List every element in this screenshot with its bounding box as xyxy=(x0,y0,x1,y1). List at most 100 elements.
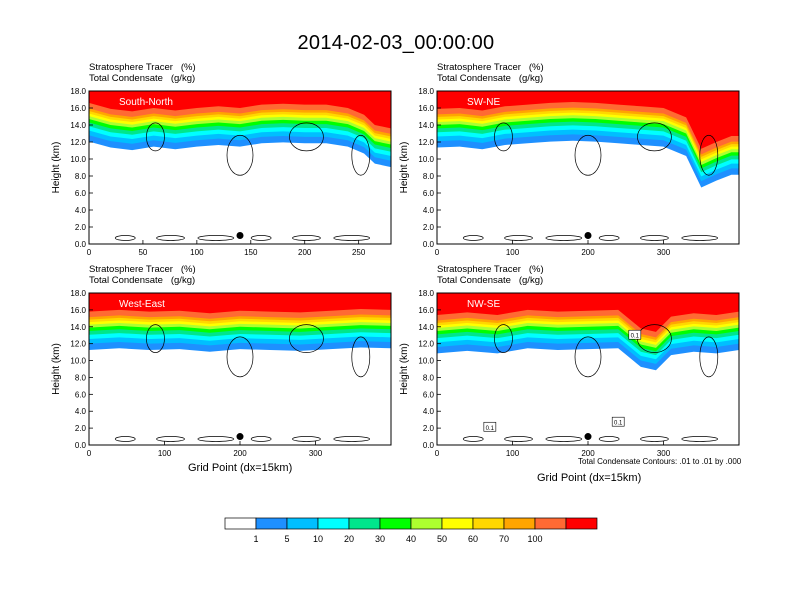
y-tick-label: 12.0 xyxy=(418,340,434,349)
location-marker xyxy=(584,433,592,441)
y-tick-label: 10.0 xyxy=(70,357,86,366)
y-tick-label: 2.0 xyxy=(75,424,87,433)
y-tick-label: 2.0 xyxy=(75,223,87,232)
condensate-contour-low xyxy=(598,235,620,241)
panel-4-header: Stratosphere Tracer (%) Total Condensate… xyxy=(437,264,544,286)
condensate-contour-low xyxy=(156,235,185,241)
location-marker xyxy=(236,232,244,239)
condensate-contour-low xyxy=(156,436,185,442)
colorbar-cell xyxy=(503,517,536,530)
x-tick-label: 100 xyxy=(506,248,520,257)
panel-1-header-line1: Stratosphere Tracer (%) xyxy=(89,62,196,73)
condensate-contour xyxy=(351,134,371,176)
x-tick-label: 200 xyxy=(581,449,595,458)
condensate-contour xyxy=(699,336,719,378)
y-tick-label: 8.0 xyxy=(75,172,87,181)
condensate-contour-low xyxy=(504,235,533,241)
panel-1-header-line2: Total Condensate (g/kg) xyxy=(89,73,196,84)
x-tick-label: 50 xyxy=(138,248,147,257)
condensate-contour-low xyxy=(598,436,620,442)
condensate-contour xyxy=(226,336,254,378)
colorbar-label: 100 xyxy=(527,534,542,544)
location-marker xyxy=(584,232,592,239)
condensate-contour-low xyxy=(333,235,371,241)
colorbar-cell xyxy=(472,517,505,530)
location-marker xyxy=(236,433,244,441)
colorbar-label: 20 xyxy=(344,534,354,544)
condensate-contour-low xyxy=(333,436,371,442)
condensate-contour xyxy=(351,336,371,378)
condensate-contour-low xyxy=(250,436,272,442)
condensate-contour-low xyxy=(681,235,719,241)
panel-4: 0 100 200 300 0.0 2.0 4.0 6.0 8.0 10.0 12.0 14.0 16.… xyxy=(399,289,740,458)
condensate-contour xyxy=(637,122,672,152)
colorbar-cell xyxy=(565,517,598,530)
panel-3-header-line2: Total Condensate (g/kg) xyxy=(89,275,196,286)
x-tick-label: 300 xyxy=(309,449,323,458)
y-tick-label: 8.0 xyxy=(423,373,435,382)
y-tick-label: 0.0 xyxy=(423,240,435,249)
colorbar-cell xyxy=(348,517,381,530)
panel-2-header-line2: Total Condensate (g/kg) xyxy=(437,73,544,84)
panel-label: NW-SE xyxy=(467,299,500,310)
y-tick-label: 12.0 xyxy=(70,138,86,147)
contour-label-box xyxy=(611,416,625,427)
condensate-contour xyxy=(289,324,324,353)
condensate-contour xyxy=(146,324,165,353)
y-tick-label: 10.0 xyxy=(418,357,434,366)
x-tick-label: 0 xyxy=(87,248,92,257)
panel-1: 0 50 100 150 200 250 0.0 2.0 4.0 6.0 8.0 10.0 12.0 14… xyxy=(51,87,392,257)
condensate-contour-low xyxy=(197,436,235,442)
y-tick-label: 16.0 xyxy=(70,104,86,113)
panel-4-header-line2: Total Condensate (g/kg) xyxy=(437,275,544,286)
x-tick-label: 100 xyxy=(158,449,172,458)
colorbar-cell xyxy=(286,517,319,530)
x-tick-label: 0 xyxy=(435,449,440,458)
condensate-contour-low xyxy=(114,235,136,241)
y-tick-label: 0.0 xyxy=(75,441,87,450)
y-tick-label: 6.0 xyxy=(423,390,435,399)
y-tick-label: 14.0 xyxy=(418,121,434,130)
x-axis-label-west-east: Grid Point (dx=15km) xyxy=(188,462,293,474)
page-title: 2014-02-03_00:00:00 xyxy=(297,32,495,54)
condensate-contour-low xyxy=(462,235,484,241)
panel-1-frame xyxy=(88,90,392,245)
condensate-contour-low xyxy=(250,235,272,241)
y-tick-label: 18.0 xyxy=(70,289,86,298)
contour-label: 0.1 xyxy=(486,426,495,432)
condensate-contour-low xyxy=(545,436,583,442)
panel-2-header-line1: Stratosphere Tracer (%) xyxy=(437,62,544,73)
condensate-contour-low xyxy=(462,436,484,442)
y-axis-label: Height (km) xyxy=(51,142,62,194)
x-axis-label-nw-se: Grid Point (dx=15km) xyxy=(537,472,642,484)
colorbar-cell xyxy=(224,517,257,530)
y-tick-label: 14.0 xyxy=(418,323,434,332)
y-tick-label: 6.0 xyxy=(423,189,435,198)
x-tick-label: 250 xyxy=(352,248,366,257)
colorbar-cell xyxy=(317,517,350,530)
panel-3-header: Stratosphere Tracer (%) Total Condensate… xyxy=(89,264,196,286)
panel-label: West-East xyxy=(119,299,165,310)
condensate-contour-low xyxy=(114,436,136,442)
y-tick-label: 10.0 xyxy=(418,155,434,164)
panel-2: 0 100 200 300 0.0 2.0 4.0 6.0 8.0 10.0 12.0 14.0 16.… xyxy=(399,87,740,257)
x-tick-label: 0 xyxy=(435,248,440,257)
y-tick-label: 4.0 xyxy=(423,407,435,416)
tracer-band-11 xyxy=(89,293,391,314)
contour-label-box xyxy=(628,329,642,340)
colorbar-label: 60 xyxy=(468,534,478,544)
y-tick-label: 18.0 xyxy=(70,87,86,96)
y-tick-label: 6.0 xyxy=(75,189,87,198)
colorbar-label: 1 xyxy=(253,534,258,544)
y-tick-label: 18.0 xyxy=(418,87,434,96)
x-tick-label: 100 xyxy=(190,248,204,257)
colorbar-cell xyxy=(255,517,288,530)
y-tick-label: 16.0 xyxy=(70,306,86,315)
colorbar-cell xyxy=(441,517,474,530)
tracer-band-11 xyxy=(437,91,739,149)
y-tick-label: 4.0 xyxy=(75,206,87,215)
y-tick-label: 4.0 xyxy=(423,206,435,215)
condensate-contour xyxy=(699,134,719,176)
y-tick-label: 12.0 xyxy=(418,138,434,147)
